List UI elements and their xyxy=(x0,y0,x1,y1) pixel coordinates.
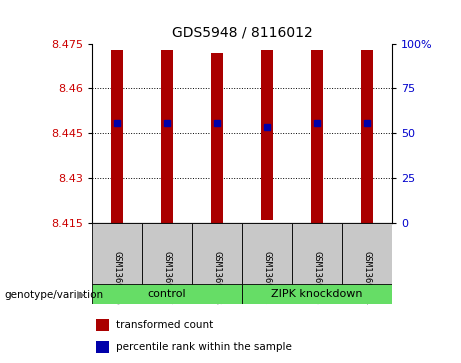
Bar xyxy=(211,53,223,223)
Text: genotype/variation: genotype/variation xyxy=(5,290,104,300)
Bar xyxy=(242,223,292,285)
Text: transformed count: transformed count xyxy=(116,320,213,330)
Bar xyxy=(311,49,323,223)
Text: percentile rank within the sample: percentile rank within the sample xyxy=(116,342,292,352)
Bar xyxy=(242,284,392,304)
Title: GDS5948 / 8116012: GDS5948 / 8116012 xyxy=(171,26,313,40)
Bar xyxy=(342,223,392,285)
Text: control: control xyxy=(148,289,186,299)
Bar xyxy=(92,284,242,304)
Bar xyxy=(142,223,192,285)
Text: GSM1369862: GSM1369862 xyxy=(262,251,272,305)
Bar xyxy=(192,223,242,285)
Text: ▶: ▶ xyxy=(77,290,85,300)
Bar xyxy=(161,49,173,223)
Bar xyxy=(261,49,273,220)
Bar xyxy=(292,223,342,285)
Text: GSM1369856: GSM1369856 xyxy=(112,251,122,305)
Bar xyxy=(111,49,124,223)
Text: ZIPK knockdown: ZIPK knockdown xyxy=(271,289,363,299)
Text: GSM1369857: GSM1369857 xyxy=(163,251,171,305)
Bar xyxy=(361,49,373,223)
Bar xyxy=(96,319,110,331)
Text: GSM1369863: GSM1369863 xyxy=(313,251,321,305)
Bar xyxy=(92,223,142,285)
Bar xyxy=(96,340,110,353)
Text: GSM1369864: GSM1369864 xyxy=(362,251,372,305)
Text: GSM1369858: GSM1369858 xyxy=(213,251,222,305)
